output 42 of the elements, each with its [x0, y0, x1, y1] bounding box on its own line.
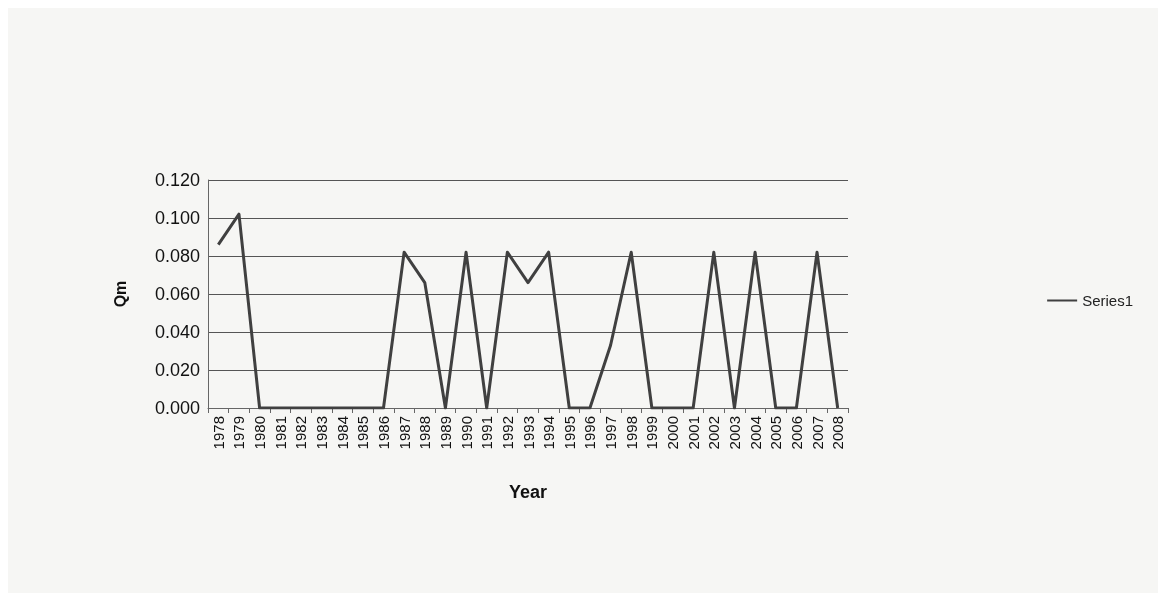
x-tick-label: 1984	[333, 416, 351, 450]
line-series	[216, 212, 840, 410]
x-tick-label: 2003	[725, 416, 743, 450]
x-tick-label: 1996	[581, 416, 599, 450]
x-tick-label: 1978	[209, 416, 227, 450]
x-tick-label: 1980	[251, 416, 269, 450]
x-tick-label: 2006	[787, 416, 805, 450]
x-tick-label: 1989	[436, 416, 454, 450]
x-axis-title: Year	[508, 482, 548, 502]
y-tick-label: 0.120	[154, 170, 200, 190]
y-tick-label: 0.020	[154, 360, 200, 380]
x-tick-label: 1997	[602, 416, 620, 450]
x-tick-label: 2004	[746, 416, 764, 450]
x-tick-label: 1998	[622, 416, 640, 450]
x-tick-label: 1987	[395, 416, 413, 450]
x-tick-label: 1993	[519, 416, 537, 450]
x-tick-label: 1994	[540, 416, 558, 450]
x-tick-label: 1991	[478, 416, 496, 450]
y-tick-label: 0.000	[154, 398, 200, 418]
y-tick-label: 0.060	[154, 284, 200, 304]
y-axis-title: Qm	[111, 280, 129, 308]
x-tick-label: 1981	[271, 416, 289, 450]
x-tick-label: 1988	[416, 416, 434, 450]
x-tick-label: 1979	[230, 416, 248, 450]
x-tick-label: 2001	[684, 416, 702, 450]
x-tick-label: 1982	[292, 416, 310, 450]
legend-label: Series1	[1082, 292, 1133, 309]
y-tick-label: 0.100	[154, 208, 200, 228]
x-tick-label: 2002	[705, 416, 723, 450]
x-tick-label: 2007	[808, 416, 826, 450]
x-tick-label: 2000	[664, 416, 682, 450]
x-tick-label: 1986	[374, 416, 392, 450]
x-tick-label: 1985	[354, 416, 372, 450]
y-tick-label: 0.040	[154, 322, 200, 342]
x-tick-label: 1992	[498, 416, 516, 450]
x-tick-label: 2008	[829, 416, 847, 450]
x-tick-label: 1999	[643, 416, 661, 450]
x-tick-label: 1995	[560, 416, 578, 450]
x-tick-label: 2005	[767, 416, 785, 450]
y-tick-label: 0.080	[154, 246, 200, 266]
x-tick-label: 1990	[457, 416, 475, 450]
x-tick-label: 1983	[313, 416, 331, 450]
